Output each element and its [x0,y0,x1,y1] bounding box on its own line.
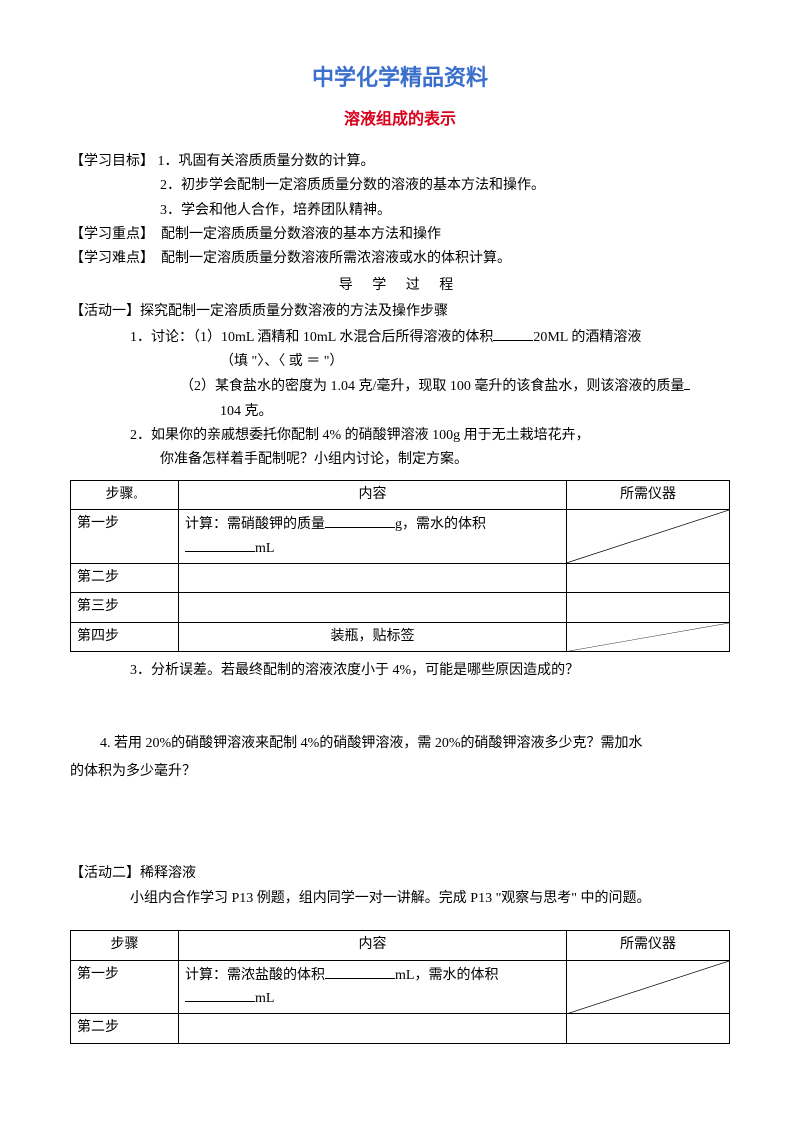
t2-step1-a: 计算：需浓盐酸的体积 [185,968,325,983]
q4-line-b: 的体积为多少毫升？ [70,761,730,783]
th-content-2: 内容 [179,931,567,960]
diagonal-line-icon [567,961,729,1014]
table-row: 第一步 计算：需硝酸钾的质量 g，需水的体积 mL [71,510,730,564]
step4-content: 装瓶，贴标签 [179,622,567,651]
step2-instr[interactable] [567,564,730,593]
step1-content: 计算：需硝酸钾的质量 g，需水的体积 mL [179,510,567,564]
table-row: 第一步 计算：需浓盐酸的体积 mL，需水的体积 mL [71,960,730,1014]
diff-text: 配制一定溶质质量分数溶液所需浓溶液或水的体积计算。 [161,251,511,266]
act1-discuss-2: （2）某食盐水的密度为 1.04 克/毫升，现取 100 毫升的该食盐水，则该溶… [70,375,730,398]
blank-4[interactable] [185,537,255,552]
t2-step1-instr [567,960,730,1014]
act1-l3b: 你准备怎样着手配制呢？小组内讨论，制定方案。 [70,449,730,471]
focus-line: 【学习重点】 配制一定溶质质量分数溶液的基本方法和操作 [70,224,730,246]
focus-head: 【学习重点】 [70,227,154,242]
table-header-row: 步骤。 内容 所需仪器 [71,480,730,509]
step1-text-b: g，需水的体积 [395,517,486,532]
step2-content[interactable] [179,564,567,593]
blank-1[interactable] [493,326,533,341]
main-title: 中学化学精品资料 [70,60,730,95]
th-instr: 所需仪器 [567,480,730,509]
table-row: 第二步 [71,1014,730,1043]
t2-step1-c: mL [255,991,274,1006]
th-step-2: 步骤 [71,931,179,960]
t2-step2-instr[interactable] [567,1014,730,1043]
t2-step2-label: 第二步 [71,1014,179,1043]
table-row: 第四步 装瓶，贴标签 [71,622,730,651]
act1-l2a: （2）某食盐水的密度为 1.04 克/毫升，现取 100 毫升的该食盐水，则该溶… [180,379,684,394]
goal-1: 1．巩固有关溶质质量分数的计算。 [158,154,375,169]
steps-table-1: 步骤。 内容 所需仪器 第一步 计算：需硝酸钾的质量 g，需水的体积 mL 第二步… [70,480,730,652]
step4-label: 第四步 [71,622,179,651]
act2-text: 小组内合作学习 P13 例题，组内同学一对一讲解。完成 P13 "观察与思考" … [70,888,730,910]
th-step: 步骤。 [71,480,179,509]
step1-text-c: mL [255,541,274,556]
blank-2[interactable] [684,375,690,390]
th-instr-2: 所需仪器 [567,931,730,960]
act1-l3: 2．如果你的亲戚想委托你配制 4% 的硝酸钾溶液 100g 用于无土栽培花卉， [70,425,730,447]
goal-2: 2．初步学会配制一定溶质质量分数的溶液的基本方法和操作。 [70,175,730,197]
question-4: 4. 若用 20%的硝酸钾溶液来配制 4%的硝酸钾溶液，需 20%的硝酸钾溶液多… [70,733,730,784]
diagonal-line-icon [567,623,729,651]
step2-label: 第二步 [71,564,179,593]
steps-table-2: 步骤 内容 所需仪器 第一步 计算：需浓盐酸的体积 mL，需水的体积 mL 第二步 [70,930,730,1044]
goal-head: 【学习目标】 [70,154,154,169]
th-step-text: 步骤 [106,487,134,502]
table-header-row: 步骤 内容 所需仪器 [71,931,730,960]
act1-l1c: （填 "〉、〈 或 ＝ "） [70,351,730,373]
goal-line-1: 【学习目标】 1．巩固有关溶质质量分数的计算。 [70,151,730,173]
act1-l1a: 1．讨论：（1）10mL 酒精和 10mL 水混合后所得溶液的体积 [130,330,493,345]
step1-text-a: 计算：需硝酸钾的质量 [185,517,325,532]
blank-3[interactable] [325,513,395,528]
question-3: 3．分析误差。若最终配制的溶液浓度小于 4%，可能是哪些原因造成的？ [70,660,730,682]
focus-text: 配制一定溶质质量分数溶液的基本方法和操作 [161,227,441,242]
act1-l1b: 20ML 的酒精溶液 [533,330,641,345]
act1-discuss-1: 1．讨论：（1）10mL 酒精和 10mL 水混合后所得溶液的体积 20ML 的酒… [70,326,730,349]
step3-label: 第三步 [71,593,179,622]
th-content: 内容 [179,480,567,509]
activity2-head: 【活动二】稀释溶液 [70,863,730,885]
sub-title: 溶液组成的表示 [70,107,730,133]
q4-line-a: 4. 若用 20%的硝酸钾溶液来配制 4%的硝酸钾溶液，需 20%的硝酸钾溶液多… [70,733,730,755]
step3-content[interactable] [179,593,567,622]
goal-3: 3．学会和他人合作，培养团队精神。 [70,200,730,222]
step4-instr [567,622,730,651]
table-row: 第三步 [71,593,730,622]
t2-step1-b: mL，需水的体积 [395,968,498,983]
t2-step1-label: 第一步 [71,960,179,1014]
t2-step1-content: 计算：需浓盐酸的体积 mL，需水的体积 mL [179,960,567,1014]
t2-step2-content[interactable] [179,1014,567,1043]
act1-l2b: 104 克。 [70,401,730,423]
activity1-head: 【活动一】探究配制一定溶质质量分数溶液的方法及操作步骤 [70,301,730,323]
process-head: 导 学 过 程 [70,275,730,297]
step3-instr[interactable] [567,593,730,622]
activity-2-block: 【活动二】稀释溶液 小组内合作学习 P13 例题，组内同学一对一讲解。完成 P1… [70,863,730,910]
diff-head: 【学习难点】 [70,251,154,266]
table-row: 第二步 [71,564,730,593]
step1-label: 第一步 [71,510,179,564]
diff-line: 【学习难点】 配制一定溶质质量分数溶液所需浓溶液或水的体积计算。 [70,248,730,270]
blank-6[interactable] [185,987,255,1002]
step1-instr [567,510,730,564]
diagonal-line-icon [567,510,729,563]
blank-5[interactable] [325,964,395,979]
